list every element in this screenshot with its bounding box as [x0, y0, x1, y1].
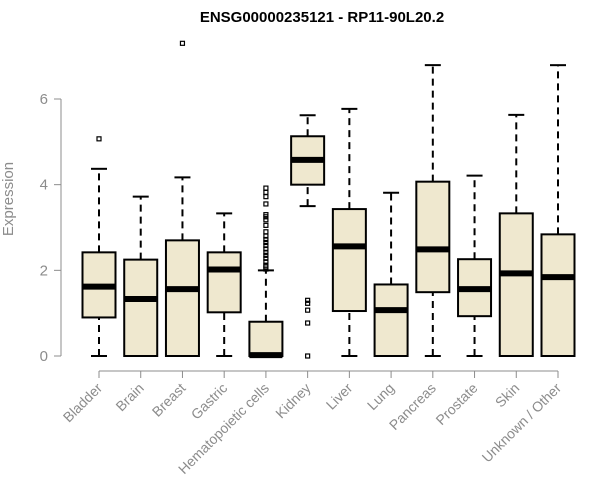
box-iqr [248, 320, 284, 358]
y-tick-label: 0 [40, 348, 48, 365]
outlier-point [305, 300, 311, 306]
outlier-point [263, 194, 269, 200]
outlier-point [305, 297, 311, 303]
x-tick-label: Bladder [60, 380, 106, 426]
outlier-point [263, 201, 269, 207]
x-tick-label: Prostate [432, 380, 480, 428]
box-bladder [81, 136, 117, 357]
outlier-point [263, 217, 269, 223]
outlier-point [263, 185, 269, 191]
box-lung [373, 191, 409, 357]
y-axis: 0 2 4 6 [40, 91, 62, 365]
outlier-point [305, 307, 311, 313]
box-unknown-other [540, 64, 576, 357]
box-hematopoietic-cells [248, 185, 284, 359]
box-iqr [331, 208, 367, 313]
box-gastric [206, 212, 242, 357]
box-brain [123, 195, 159, 357]
box-breast [164, 40, 200, 358]
outlier-point [263, 252, 269, 258]
y-tick-label: 2 [40, 262, 48, 279]
y-tick-label: 4 [40, 177, 48, 194]
box-iqr [498, 212, 534, 357]
outlier-point [305, 320, 311, 326]
box-skin [498, 113, 534, 357]
x-tick-label: Breast [149, 380, 189, 420]
x-tick-label: Kidney [272, 380, 314, 422]
outlier-point [263, 242, 269, 249]
box-iqr [206, 251, 242, 314]
outlier-point [305, 353, 311, 359]
x-tick-label: Brain [112, 380, 146, 414]
outlier-point [263, 222, 269, 228]
box-iqr [164, 239, 200, 358]
boxes-layer [81, 40, 576, 359]
x-tick-label: Unknown / Other [479, 380, 565, 466]
outlier-point [263, 239, 269, 246]
chart-title: ENSG00000235121 - RP11-90L20.2 [200, 9, 444, 26]
box-kidney [290, 114, 326, 359]
box-iqr [540, 233, 576, 357]
outlier-point [179, 40, 186, 46]
x-tick-label: Liver [323, 380, 356, 413]
box-liver [331, 107, 367, 357]
box-pancreas [415, 64, 451, 357]
box-iqr [123, 258, 159, 357]
x-tick-label: Lung [364, 380, 397, 413]
box-iqr [415, 180, 451, 294]
outlier-point [263, 229, 269, 235]
outlier-point [263, 255, 269, 261]
box-prostate [457, 174, 493, 357]
y-tick-label: 6 [40, 91, 48, 108]
outlier-point [96, 136, 102, 142]
y-axis-label: Expression [0, 162, 17, 236]
outlier-point [263, 189, 269, 195]
x-tick-label: Skin [492, 380, 523, 411]
box-iqr [373, 283, 409, 357]
outlier-point [263, 212, 269, 218]
